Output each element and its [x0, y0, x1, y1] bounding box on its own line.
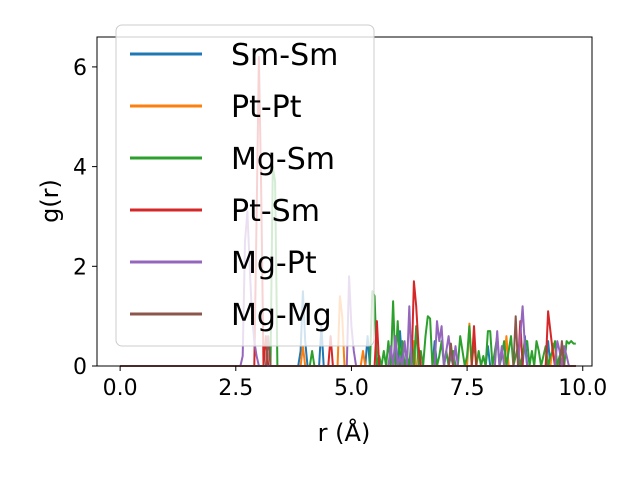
y-tick-label: 6 — [73, 56, 87, 81]
x-axis-label: r (Å) — [318, 418, 371, 447]
x-tick-label: 7.5 — [450, 376, 485, 401]
x-tick-label: 5.0 — [334, 376, 369, 401]
series-line-mg-sm — [120, 165, 576, 367]
legend-label: Pt-Pt — [231, 90, 302, 125]
y-axis-label: g(r) — [36, 179, 64, 223]
x-tick-label: 0.0 — [103, 376, 138, 401]
legend-label: Mg-Sm — [231, 142, 335, 177]
x-tick-label: 2.5 — [218, 376, 253, 401]
x-tick-label: 10.0 — [558, 376, 607, 401]
x-axis: 0.0 2.5 5.0 7.5 10.0 — [103, 366, 607, 401]
y-tick-label: 0 — [73, 355, 87, 380]
legend: Sm-Sm Pt-Pt Mg-Sm Pt-Sm Mg-Pt Mg-Mg — [115, 24, 375, 347]
y-tick-label: 4 — [73, 156, 87, 181]
legend-label: Sm-Sm — [231, 38, 338, 73]
y-tick-label: 2 — [73, 255, 87, 280]
series-line-mg-pt — [120, 210, 570, 367]
legend-label: Mg-Pt — [231, 246, 317, 281]
y-axis: 0 2 4 6 — [73, 56, 97, 380]
legend-label: Pt-Sm — [231, 194, 320, 229]
legend-label: Mg-Mg — [231, 298, 332, 333]
